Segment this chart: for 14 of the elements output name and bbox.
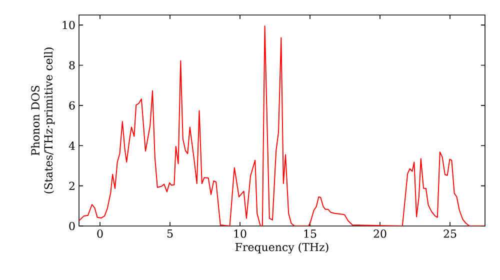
y-tick-label: 0 bbox=[69, 222, 75, 230]
y-axis-title: Phonon DOS (States/THz·primitive cell) bbox=[30, 48, 55, 194]
x-axis-title: Frequency (THz) bbox=[235, 242, 328, 254]
x-tick-label: 15 bbox=[304, 230, 316, 238]
y-tick-label: 10 bbox=[62, 20, 75, 30]
y-tick-label: 2 bbox=[69, 182, 74, 190]
y-tick-label: 8 bbox=[69, 61, 75, 70]
x-tick-label: 5 bbox=[167, 230, 173, 238]
y-tick-label: 4 bbox=[68, 142, 75, 150]
x-tick-label: 25 bbox=[444, 230, 456, 238]
x-tick-label: 20 bbox=[374, 230, 386, 238]
x-tick-label: 10 bbox=[234, 230, 246, 238]
y-tick-label: 6 bbox=[69, 101, 75, 110]
x-tick-label: 0 bbox=[97, 230, 103, 238]
